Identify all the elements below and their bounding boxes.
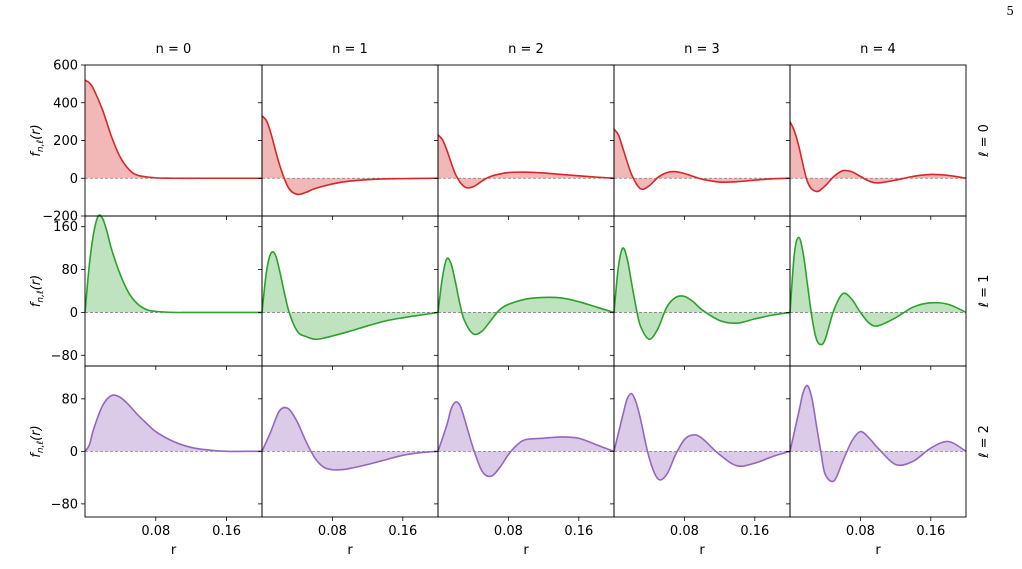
- y-tick-label-row1-3: −80: [51, 349, 78, 364]
- y-label-f: f: [29, 300, 44, 307]
- panel-frame-row0-col2: [437, 64, 615, 217]
- row-title-2: ℓ = 2: [977, 425, 992, 459]
- y-tick-label-row0-4: −200: [42, 210, 78, 225]
- area-fill-row2-col3: [614, 393, 790, 480]
- x-axis-label-col4: r: [875, 543, 881, 558]
- y-tick-label-row1-0: 160: [53, 220, 78, 235]
- curve-row0-col0: [84, 79, 262, 180]
- page-number: 5: [1006, 4, 1014, 18]
- col-title-0: n = 0: [156, 42, 192, 57]
- panel-frame-row1-col2: [437, 215, 615, 367]
- y-label-arg: (r): [29, 124, 44, 140]
- x-tick-label-col3-1: 0.16: [740, 524, 769, 539]
- y-label-arg: (r): [29, 425, 44, 441]
- area-fill-row1-col2: [438, 258, 614, 335]
- area-fill-row0-col3: [614, 129, 790, 190]
- x-tick-label-col2-1: 0.16: [564, 524, 593, 539]
- panel-frame-row1-col3: [613, 215, 791, 367]
- y-tick-label-row0-1: 400: [53, 96, 78, 111]
- curve-row2-col0: [84, 394, 262, 453]
- panel-frame-row0-col1: [261, 64, 439, 217]
- y-tick-label-row0-3: 0: [70, 172, 78, 187]
- y-tick-label-row2-1: 0: [70, 445, 78, 460]
- area-fill-row0-col0: [85, 80, 262, 179]
- area-fill-row0-col2: [438, 134, 614, 188]
- x-tick-label-col1-1: 0.16: [388, 524, 417, 539]
- y-label-arg: (r): [29, 275, 44, 291]
- area-fill-row2-col1: [262, 407, 438, 470]
- panel-frame-row0-col4: [789, 64, 967, 217]
- y-label-subscript: n,ℓ: [36, 140, 46, 152]
- area-fill-row2-col0: [85, 395, 262, 452]
- y-label-f: f: [29, 451, 44, 458]
- row-title-1: ℓ = 1: [977, 275, 992, 309]
- row-title-0: ℓ = 0: [977, 124, 992, 158]
- curve-row1-col3: [613, 247, 791, 341]
- y-tick-label-row2-0: 80: [61, 392, 78, 407]
- x-axis-label-col3: r: [699, 543, 705, 558]
- y-axis-label-row2: fn,ℓ(r): [29, 425, 46, 457]
- x-tick-label-col1-0: 0.08: [318, 524, 347, 539]
- x-axis-label-col2: r: [523, 543, 529, 558]
- curve-row1-col4: [789, 236, 967, 346]
- curve-row2-col3: [613, 392, 791, 481]
- x-axis-label-col0: r: [171, 543, 177, 558]
- curve-row0-col2: [437, 134, 615, 189]
- x-tick-label-col4-0: 0.08: [846, 524, 875, 539]
- y-tick-label-row0-0: 600: [53, 59, 78, 74]
- curve-row2-col2: [437, 401, 615, 478]
- area-fill-row2-col2: [438, 401, 614, 477]
- curve-row0-col1: [261, 115, 439, 196]
- area-fill-row1-col0: [85, 215, 262, 313]
- curve-row2-col1: [261, 406, 439, 471]
- y-label-subscript: n,ℓ: [36, 290, 46, 302]
- y-axis-label-row1: fn,ℓ(r): [29, 275, 46, 307]
- curve-row2-col4: [789, 384, 967, 483]
- y-tick-label-row0-2: 200: [53, 134, 78, 149]
- x-tick-label-col4-1: 0.16: [916, 524, 945, 539]
- panel-frame-row0-col3: [613, 64, 791, 217]
- area-fill-row1-col1: [262, 251, 438, 340]
- col-title-2: n = 2: [508, 42, 544, 57]
- curve-row1-col1: [261, 250, 439, 341]
- col-title-1: n = 1: [332, 42, 368, 57]
- curve-row1-col2: [437, 257, 615, 336]
- panel-frame-row1-col1: [261, 215, 439, 367]
- x-tick-label-col2-0: 0.08: [494, 524, 523, 539]
- y-label-subscript: n,ℓ: [36, 441, 46, 453]
- x-axis-label-col1: r: [347, 543, 353, 558]
- area-fill-row0-col4: [790, 121, 966, 192]
- y-tick-label-row1-1: 80: [61, 263, 78, 278]
- panel-frame-row2-col4: [789, 365, 967, 518]
- curve-row1-col0: [84, 214, 262, 314]
- curve-row0-col4: [789, 121, 967, 193]
- panel-frame-row1-col4: [789, 215, 967, 367]
- y-tick-label-row2-2: −80: [51, 497, 78, 512]
- area-fill-row2-col4: [790, 385, 966, 482]
- x-tick-label-col3-0: 0.08: [670, 524, 699, 539]
- x-tick-label-col0-1: 0.16: [212, 524, 241, 539]
- y-axis-label-row0: fn,ℓ(r): [29, 124, 46, 156]
- x-tick-label-col0-0: 0.08: [141, 524, 170, 539]
- y-tick-label-row1-2: 0: [70, 306, 78, 321]
- col-title-3: n = 3: [684, 42, 720, 57]
- area-fill-row0-col1: [262, 115, 438, 195]
- col-title-4: n = 4: [860, 42, 896, 57]
- area-fill-row1-col3: [614, 247, 790, 340]
- y-label-f: f: [29, 150, 44, 157]
- curve-row0-col3: [613, 128, 791, 191]
- area-fill-row1-col4: [790, 237, 966, 345]
